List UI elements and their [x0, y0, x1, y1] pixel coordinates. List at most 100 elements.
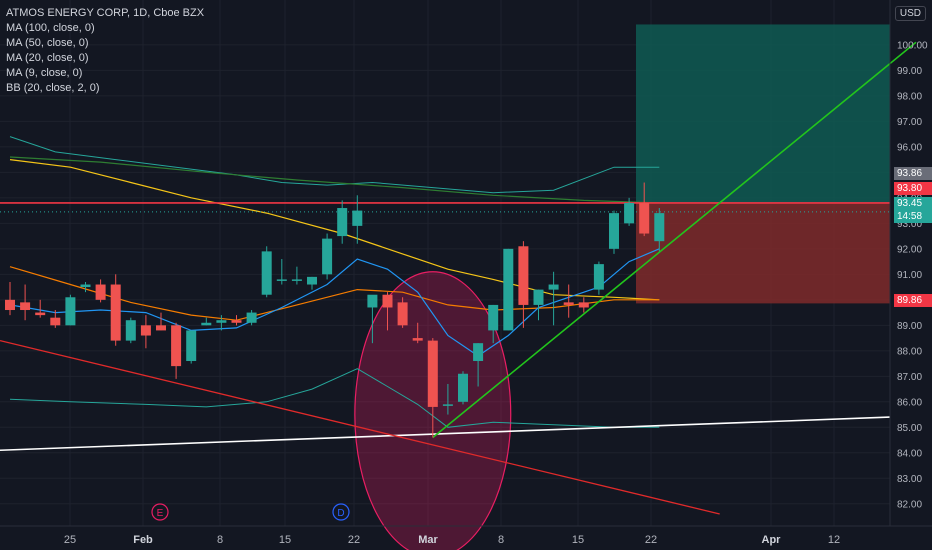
candle-up [125, 320, 136, 341]
indicator-bb[interactable]: BB (20, close, 2, 0) [6, 82, 100, 94]
event-marker-label: D [337, 508, 344, 519]
x-tick-label: 25 [64, 534, 76, 546]
indicator-ma-9[interactable]: MA (9, close, 0) [6, 67, 83, 79]
candle-up [458, 373, 468, 402]
candle-down [639, 202, 650, 234]
candle-up [593, 264, 604, 290]
y-tick-label: 88.00 [897, 346, 922, 357]
target-zone [636, 24, 890, 203]
y-tick-label: 99.00 [897, 66, 922, 77]
drawing-lines [0, 41, 917, 515]
candle-down [397, 302, 408, 326]
candle-down [427, 340, 438, 407]
candle-up [337, 208, 348, 237]
x-tick-label: Feb [133, 534, 153, 546]
x-tick-label: Mar [418, 534, 438, 546]
candle-down [578, 302, 589, 308]
indicator-ma-100[interactable]: MA (100, close, 0) [6, 22, 95, 34]
candle-down [35, 312, 46, 316]
y-tick-label: 97.00 [897, 117, 922, 128]
y-tick-label: 100.00 [897, 40, 928, 51]
ma-line-1 [9, 159, 660, 301]
y-tick-label: 91.00 [897, 270, 922, 281]
bb-lower-line [9, 368, 660, 428]
y-tick-label: 85.00 [897, 423, 922, 434]
candle-up [216, 320, 227, 323]
candle-up [322, 238, 333, 275]
event-marker-icon [332, 503, 350, 521]
indicator-ma-20[interactable]: MA (20, close, 0) [6, 52, 89, 64]
x-tick-label: 12 [828, 534, 840, 546]
price-tag-stop: 89.86 [894, 294, 932, 307]
candle-up [261, 251, 272, 295]
candle-up [548, 284, 559, 290]
x-tick-label: 22 [645, 534, 657, 546]
y-tick-label: 92.00 [897, 244, 922, 255]
ma-line-3 [9, 248, 660, 357]
stop-zone [636, 202, 890, 304]
candle-up [442, 404, 453, 406]
trend-line [432, 41, 917, 439]
candlestick-series [5, 182, 665, 438]
candle-down [20, 302, 31, 311]
candle-up [473, 343, 484, 362]
y-tick-label: 93.00 [897, 219, 922, 230]
candle-up [201, 322, 212, 326]
candle-up [624, 202, 635, 224]
event-marker-icon [151, 503, 169, 521]
candle-down [110, 284, 121, 341]
y-tick-label: 83.00 [897, 474, 922, 485]
candle-down [5, 299, 15, 311]
candle-down [50, 317, 61, 326]
event-marker-label: E [157, 508, 164, 519]
y-tick-label: 89.00 [897, 321, 922, 332]
chart-legend: ATMOS ENERGY CORP, 1D, Cboe BZX MA (100,… [6, 6, 204, 96]
y-tick-label: 82.00 [897, 499, 922, 510]
candle-up [654, 213, 665, 242]
x-tick-label: 8 [217, 534, 223, 546]
candle-down [156, 325, 166, 331]
candle-down [412, 338, 423, 341]
x-tick-label: Apr [762, 534, 782, 546]
candle-down [518, 246, 529, 305]
indicator-lines [9, 136, 660, 428]
candle-up [609, 213, 619, 249]
x-tick-label: 22 [348, 534, 360, 546]
descending-line [0, 339, 720, 515]
bb-upper-line [9, 136, 660, 194]
position-zones [354, 24, 890, 550]
price-tag-upper: 93.86 [894, 167, 932, 180]
candle-up [246, 312, 257, 323]
indicator-ma-50[interactable]: MA (50, close, 0) [6, 37, 89, 49]
symbol-title[interactable]: ATMOS ENERGY CORP, 1D, Cboe BZX [6, 7, 205, 19]
ma-line-0 [9, 156, 660, 204]
candle-up [352, 210, 363, 226]
price-tag-resistance: 93.80 [894, 182, 932, 195]
y-tick-label: 96.00 [897, 142, 922, 153]
x-tick-label: 8 [498, 534, 504, 546]
y-tick-label: 86.00 [897, 397, 922, 408]
candle-up [367, 294, 378, 308]
candle-down [382, 294, 393, 308]
y-tick-label: 84.00 [897, 448, 922, 459]
candle-down [171, 325, 182, 367]
countdown-tag: 14:58 [894, 210, 932, 223]
y-tick-label: 98.00 [897, 91, 922, 102]
y-tick-label: 87.00 [897, 372, 922, 383]
candle-up [80, 284, 91, 288]
x-tick-label: 15 [572, 534, 584, 546]
candle-up [276, 279, 287, 281]
price-tag-last: 93.45 [894, 197, 932, 210]
support-line [0, 416, 891, 452]
candle-down [140, 325, 151, 336]
candle-down [95, 284, 106, 300]
candle-down [231, 320, 242, 323]
candle-up [291, 279, 302, 281]
currency-label[interactable]: USD [894, 6, 926, 21]
candle-up [488, 304, 499, 331]
candle-up [186, 330, 197, 362]
candle-down [563, 302, 574, 305]
candle-up [533, 289, 544, 305]
